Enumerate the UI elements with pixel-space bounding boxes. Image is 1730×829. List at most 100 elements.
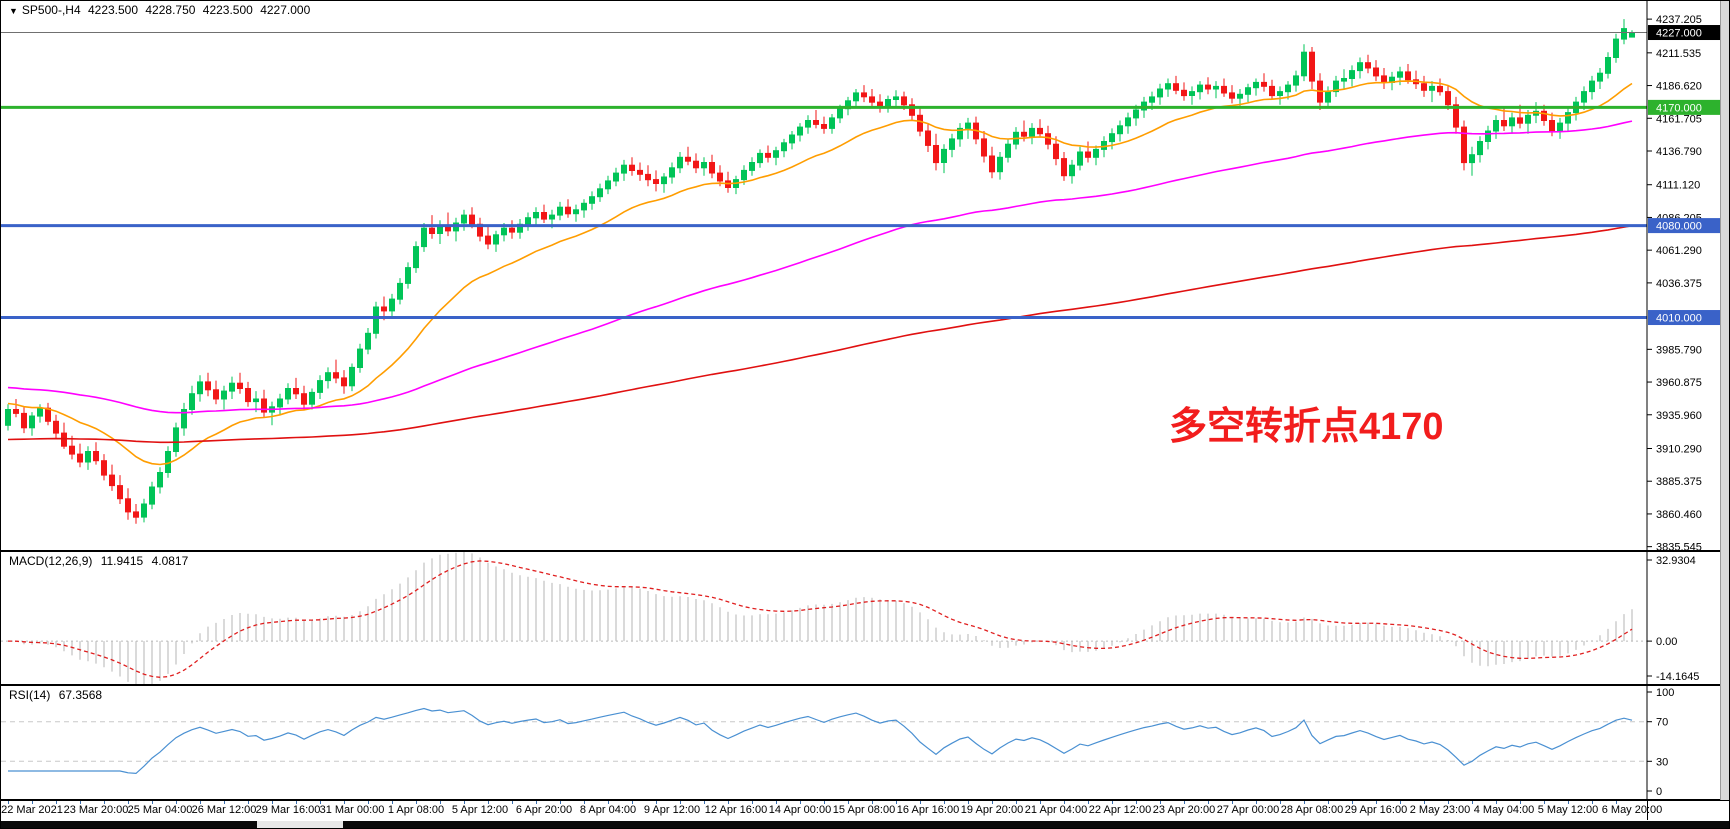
price-tick-label: 3835.545 [1656, 542, 1702, 550]
ma-line-100[interactable] [7, 120, 1633, 414]
price-badge-label: 4170.000 [1656, 102, 1702, 114]
macd-axis-label: 32.9304 [1656, 555, 1696, 567]
price-axis[interactable]: 4237.205 4211.535 4186.620 4161.705 4136.790… [1646, 1, 1724, 550]
time-axis-label: 5 May 12:00 [1537, 804, 1599, 816]
time-axis-tick [344, 801, 345, 804]
time-axis-tick [416, 801, 417, 804]
time-axis-label: 4 May 04:00 [1473, 804, 1535, 816]
rsi-line [8, 707, 1633, 775]
time-axis-label: 23 Mar 20:00 [63, 804, 129, 816]
price-tick-label: 3985.790 [1656, 344, 1702, 356]
time-axis-tick [128, 801, 129, 804]
time-axis-tick [56, 801, 57, 804]
time-axis-label: 9 Apr 12:00 [643, 804, 701, 816]
time-axis-label: 23 Apr 20:00 [1152, 804, 1216, 816]
time-axis-label: 27 Apr 00:00 [1216, 804, 1280, 816]
price-chart-canvas[interactable]: 4237.205 4211.535 4186.620 4161.705 4136.790… [1, 1, 1730, 550]
price-tick-label: 4036.375 [1656, 278, 1702, 290]
time-axis-tick [1160, 801, 1161, 804]
time-axis-tick [272, 801, 273, 804]
time-axis-label: 15 Apr 08:00 [832, 804, 896, 816]
ohlc-low: 4223.500 [202, 3, 253, 17]
time-axis-tick [848, 801, 849, 804]
time-axis-tick [1520, 801, 1521, 804]
time-axis-tick [1400, 801, 1401, 804]
time-axis-tick [104, 801, 105, 804]
time-axis-label: 31 Mar 00:00 [319, 804, 385, 816]
ma-line-20[interactable] [7, 80, 1633, 466]
time-axis-tick [1544, 801, 1545, 804]
time-axis-label: 6 May 20:00 [1601, 804, 1663, 816]
price-tick-label: 4211.535 [1656, 48, 1701, 60]
time-axis-tick [1424, 801, 1425, 804]
time-axis-tick [1208, 801, 1209, 804]
time-axis-label: 29 Apr 16:00 [1344, 804, 1408, 816]
price-tick-label: 3960.875 [1656, 377, 1702, 389]
ohlc-close: 4227.000 [260, 3, 311, 17]
time-axis-label: 29 Mar 16:00 [255, 804, 321, 816]
time-axis-tick [560, 801, 561, 804]
time-axis-tick [440, 801, 441, 804]
symbol-timeframe-label: SP500-,H4 [21, 3, 81, 17]
time-axis-label: 5 Apr 12:00 [451, 804, 509, 816]
rsi-value: 67.3568 [58, 688, 103, 702]
time-axis-tick [152, 801, 153, 804]
time-axis-tick [752, 801, 753, 804]
time-axis-tick [1256, 801, 1257, 804]
time-axis-tick [1112, 801, 1113, 804]
ohlc-open: 4223.500 [87, 3, 139, 17]
time-axis-tick [584, 801, 585, 804]
time-axis-tick [1592, 801, 1593, 804]
time-axis-label: 14 Apr 00:00 [768, 804, 832, 816]
rsi-axis-label: 0 [1656, 786, 1662, 798]
time-axis-label: 26 Mar 12:00 [191, 804, 257, 816]
time-axis-tick [1088, 801, 1089, 804]
price-tick-label: 4136.790 [1656, 146, 1702, 158]
time-axis-tick [80, 801, 81, 804]
time-axis-tick [392, 801, 393, 804]
time-axis-tick [320, 801, 321, 804]
rsi-panel[interactable]: 100 70 30 0 RSI(14) 67.3568 [1, 686, 1729, 799]
time-axis-tick [1040, 801, 1041, 804]
time-axis-tick [1448, 801, 1449, 804]
macd-histogram [15, 552, 1633, 684]
time-axis-tick [200, 801, 201, 804]
price-tick-label: 4237.205 [1656, 14, 1702, 26]
rsi-axis-label: 100 [1656, 687, 1674, 699]
panel-separator[interactable] [1, 684, 1729, 686]
time-axis-tick [1232, 801, 1233, 804]
time-axis-tick [704, 801, 705, 804]
time-axis-tick [632, 801, 633, 804]
time-axis-tick [1472, 801, 1473, 804]
price-tick-label: 4186.620 [1656, 81, 1702, 93]
time-axis-tick [1496, 801, 1497, 804]
collapse-indicator-icon: ▼ [9, 6, 18, 16]
time-axis-tick [1184, 801, 1185, 804]
panel-separator[interactable] [1, 550, 1729, 552]
macd-signal-value: 4.0817 [151, 554, 189, 568]
time-axis-tick [1136, 801, 1137, 804]
macd-panel[interactable]: 32.9304 0.00 -14.1645 MACD(12,26,9) 11.941… [1, 552, 1729, 684]
vertical-scrollbar-strip[interactable] [1720, 1, 1729, 800]
time-axis-tick [536, 801, 537, 804]
ma-line-280[interactable] [7, 224, 1633, 444]
horizontal-level-lines[interactable] [1, 32, 1647, 320]
panel-separator [1, 799, 1729, 801]
price-badge [1648, 99, 1724, 115]
price-tick-label: 4111.120 [1656, 180, 1700, 192]
time-axis[interactable]: 22 Mar 2021 23 Mar 20:00 25 Mar 04:00 26 Ma… [1, 801, 1729, 820]
price-tick-label: 4161.705 [1656, 113, 1702, 125]
price-badge [1648, 218, 1724, 234]
macd-axis-label: 0.00 [1656, 636, 1677, 648]
time-axis-tick [488, 801, 489, 804]
macd-axis-label: -14.1645 [1656, 671, 1699, 683]
price-badge [1648, 310, 1724, 326]
main-chart-panel[interactable]: 4237.205 4211.535 4186.620 4161.705 4136.790… [1, 1, 1730, 550]
horizontal-scrollbar-gap[interactable] [257, 821, 343, 828]
price-tick-label: 3860.460 [1656, 509, 1702, 521]
time-axis-label: 19 Apr 20:00 [960, 804, 1024, 816]
time-axis-tick [176, 801, 177, 804]
horizontal-scrollbar[interactable] [1, 821, 1729, 828]
axis-corner-divider [1647, 801, 1648, 820]
